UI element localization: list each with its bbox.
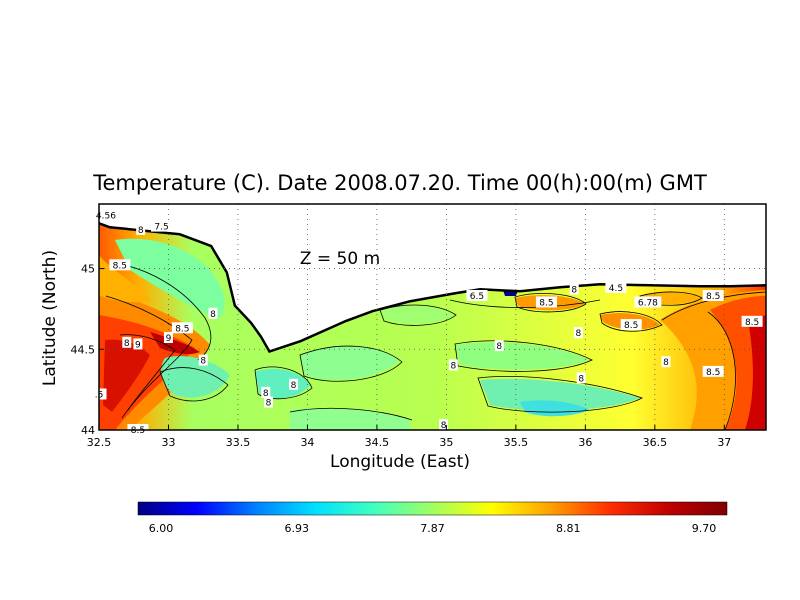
cool-pocket-4 bbox=[455, 342, 590, 370]
cool-pocket-7 bbox=[380, 305, 455, 324]
x-tick-label: 33.5 bbox=[226, 436, 251, 449]
y-tick-label: 45 bbox=[81, 263, 95, 276]
y-axis-label: Latitude (North) bbox=[40, 249, 60, 387]
contour-label: 8 bbox=[200, 357, 206, 367]
contour-label: 7.5 bbox=[154, 223, 168, 233]
contour-label: 8 bbox=[496, 342, 502, 352]
contour-label: 8 bbox=[663, 358, 669, 368]
depth-annotation: Z = 50 m bbox=[300, 249, 380, 269]
x-tick-label: 34 bbox=[300, 436, 314, 449]
contour-label: 8 bbox=[263, 389, 269, 399]
contour-label-bg bbox=[133, 338, 143, 350]
contour-label: 8.5 bbox=[745, 318, 759, 328]
contour-label: 8.5 bbox=[706, 292, 720, 302]
contour-label: 8 bbox=[210, 310, 216, 320]
contour-label-bg bbox=[208, 307, 218, 319]
contour-label-bg bbox=[122, 336, 132, 348]
contour-label-bg bbox=[264, 396, 274, 408]
colorbar-tick-label: 9.70 bbox=[692, 522, 717, 535]
contour-label-bg bbox=[535, 296, 557, 308]
contour-label-bg bbox=[494, 340, 504, 352]
x-tick-label: 34.5 bbox=[365, 436, 390, 449]
colorbar-tick-label: 8.81 bbox=[556, 522, 581, 535]
contour-label-bg bbox=[573, 327, 583, 339]
y-axis-ticks: 44 44.5 45 bbox=[71, 263, 104, 437]
cool-shelf-nw bbox=[115, 238, 225, 320]
contour-label: 8.5 bbox=[113, 261, 127, 271]
colorbar-tick-label: 6.93 bbox=[285, 522, 310, 535]
x-tick-label: 36.5 bbox=[643, 436, 668, 449]
contour-label: 6.78 bbox=[638, 298, 658, 308]
contour-label-bg bbox=[661, 356, 671, 368]
contour-label: 8.5 bbox=[175, 324, 189, 334]
contour-label: 8 bbox=[441, 421, 447, 431]
contour-label-bg bbox=[620, 319, 642, 331]
x-tick-label: 35 bbox=[439, 436, 453, 449]
x-tick-label: 35.5 bbox=[504, 436, 529, 449]
contour-label-bg bbox=[741, 315, 763, 327]
contour-label-bg bbox=[702, 290, 724, 302]
contour-label: 8.5 bbox=[131, 426, 145, 436]
contour-label-bg bbox=[448, 359, 458, 371]
contour-label-bg bbox=[171, 322, 193, 334]
contour-label-bg bbox=[702, 365, 724, 377]
contour-label-bg bbox=[569, 283, 579, 295]
contour-label-bg bbox=[92, 209, 120, 221]
hottest-core-west bbox=[103, 339, 150, 412]
chart-title: Temperature (C). Date 2008.07.20. Time 0… bbox=[93, 171, 707, 195]
cool-pocket-1 bbox=[161, 355, 230, 398]
contour-label: 8.5 bbox=[624, 321, 638, 331]
x-tick-label: 36 bbox=[578, 436, 592, 449]
x-tick-label: 33 bbox=[161, 436, 175, 449]
contour-label-bg bbox=[439, 419, 449, 431]
contour-label-bg bbox=[136, 223, 146, 235]
contour-label-bg bbox=[198, 354, 208, 366]
contour-label: 4.5 bbox=[609, 284, 623, 294]
land-crimea bbox=[99, 204, 766, 350]
contour-label: 8 bbox=[138, 226, 144, 236]
hottest-zone-east bbox=[745, 315, 766, 430]
contour-label-bg bbox=[605, 281, 627, 293]
contour-label: 8.5 bbox=[706, 368, 720, 378]
contour-label: 8 bbox=[578, 374, 584, 384]
colorbar bbox=[137, 501, 728, 516]
contour-label: 4.56 bbox=[96, 211, 116, 221]
contour-label-bg bbox=[634, 296, 662, 308]
x-axis-label: Longitude (East) bbox=[330, 452, 470, 472]
y-tick-label: 44.5 bbox=[71, 343, 96, 356]
contour-label: 9 bbox=[166, 334, 172, 344]
contour-label: 8 bbox=[571, 286, 577, 296]
colorbar-labels: 6.00 6.93 7.87 8.81 9.70 bbox=[149, 522, 717, 535]
x-tick-label: 32.5 bbox=[87, 436, 112, 449]
temperature-field bbox=[99, 204, 766, 430]
cool-pocket-5 bbox=[480, 378, 640, 411]
contour-label: 9 bbox=[135, 340, 141, 350]
y-tick-label: 44 bbox=[81, 424, 95, 437]
contour-label: 6.5 bbox=[470, 292, 484, 302]
contour-label: 8 bbox=[291, 381, 297, 391]
contour-label: 8 bbox=[266, 399, 272, 409]
contour-label: 8 bbox=[124, 339, 130, 349]
contour-label-bg bbox=[289, 378, 299, 390]
hot-filament-west bbox=[150, 332, 200, 355]
contour-label-bg bbox=[261, 386, 271, 398]
colorbar-tick-label: 7.87 bbox=[420, 522, 445, 535]
contour-label: 8.5 bbox=[539, 298, 553, 308]
colorbar-tick-label: 6.00 bbox=[149, 522, 174, 535]
contour-label-bg bbox=[466, 290, 488, 302]
contour-label-bg bbox=[163, 331, 173, 343]
contour-label: 8 bbox=[450, 361, 456, 371]
contour-label-bg bbox=[109, 259, 131, 271]
x-tick-label: 37 bbox=[717, 436, 731, 449]
cool-pocket-8 bbox=[290, 408, 410, 430]
contour-label-bg bbox=[576, 372, 586, 384]
plot-frame bbox=[98, 203, 767, 431]
warm-rim-nw bbox=[99, 255, 150, 303]
x-axis-ticks: 32.5 33 33.5 34 34.5 35 35.5 36 36.5 37 bbox=[87, 425, 731, 449]
contour-label-bg bbox=[151, 220, 173, 232]
contour-label: 8 bbox=[576, 329, 582, 339]
cool-pocket-3 bbox=[300, 345, 400, 380]
